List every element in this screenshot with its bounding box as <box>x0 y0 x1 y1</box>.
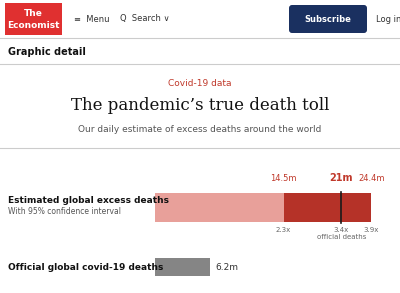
Text: Subscribe: Subscribe <box>304 14 352 23</box>
Text: Official global covid-19 deaths: Official global covid-19 deaths <box>8 263 163 272</box>
Text: 3.9x: 3.9x <box>364 227 379 233</box>
Text: 24.4m: 24.4m <box>358 174 385 183</box>
Text: 2.3x: 2.3x <box>276 227 291 233</box>
Bar <box>5 3 62 35</box>
Text: 3.4x
official deaths: 3.4x official deaths <box>316 227 366 240</box>
Bar <box>155 258 210 276</box>
Text: Estimated global excess deaths: Estimated global excess deaths <box>8 196 169 205</box>
Text: Economist: Economist <box>7 21 59 30</box>
Text: The pandemic’s true death toll: The pandemic’s true death toll <box>71 98 329 115</box>
Text: 21m: 21m <box>330 173 353 183</box>
Text: 14.5m: 14.5m <box>270 174 297 183</box>
Bar <box>284 193 371 222</box>
Text: Graphic detail: Graphic detail <box>8 47 86 57</box>
Text: With 95% confidence interval: With 95% confidence interval <box>8 207 121 216</box>
FancyBboxPatch shape <box>289 5 367 33</box>
Text: ≡  Menu: ≡ Menu <box>74 14 110 23</box>
Bar <box>155 193 371 222</box>
Text: Q  Search ∨: Q Search ∨ <box>120 14 170 23</box>
Text: Our daily estimate of excess deaths around the world: Our daily estimate of excess deaths arou… <box>78 125 322 134</box>
Text: The: The <box>24 9 42 18</box>
Text: Log in: Log in <box>376 14 400 23</box>
Text: Covid-19 data: Covid-19 data <box>168 79 232 88</box>
Text: 6.2m: 6.2m <box>215 263 238 272</box>
